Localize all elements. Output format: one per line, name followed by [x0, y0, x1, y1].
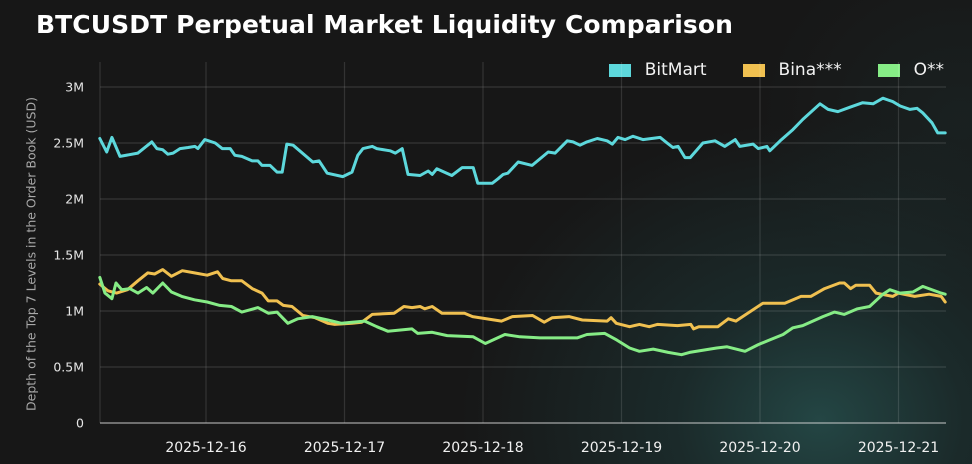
legend-item-bina[interactable]: Bina*** — [742, 60, 842, 80]
legend-item-bitmart[interactable]: BitMart — [608, 60, 707, 80]
legend-swatch-bina — [742, 63, 765, 77]
x-tick-label: 2025-12-21 — [858, 440, 939, 456]
series-lines — [98, 96, 947, 357]
x-tick-label: 2025-12-19 — [581, 440, 662, 456]
legend-label-bitmart: BitMart — [644, 60, 707, 80]
y-axis-ticks: 0 0.5M 1M 1.5M 2M 2.5M 3M — [53, 80, 84, 431]
x-tick-label: 2025-12-17 — [304, 440, 385, 456]
series-line-bina — [98, 268, 947, 331]
grid — [99, 62, 946, 423]
x-axis-ticks: 2025-12-16 2025-12-17 2025-12-18 2025-12-19… — [165, 440, 939, 456]
x-tick-label: 2025-12-18 — [442, 440, 523, 456]
legend-swatch-o — [877, 63, 900, 77]
legend-label-o: O** — [913, 60, 944, 80]
y-tick-label: 1M — [65, 304, 84, 319]
y-tick-label: 0.5M — [53, 360, 84, 375]
y-tick-label: 0 — [76, 416, 84, 431]
legend: BitMart Bina*** O** — [573, 60, 944, 80]
series-line-bitmart — [98, 96, 947, 185]
legend-label-bina: Bina*** — [778, 60, 842, 80]
y-tick-label: 3M — [65, 80, 84, 95]
series-line-o — [98, 275, 947, 357]
y-tick-label: 2.5M — [53, 136, 84, 151]
legend-item-o[interactable]: O** — [877, 60, 944, 80]
chart-title: BTCUSDT Perpetual Market Liquidity Compa… — [36, 10, 734, 39]
y-tick-label: 2M — [65, 192, 84, 207]
legend-swatch-bitmart — [608, 63, 631, 77]
y-tick-label: 1.5M — [53, 248, 84, 263]
x-tick-label: 2025-12-16 — [165, 440, 246, 456]
x-tick-label: 2025-12-20 — [719, 440, 800, 456]
